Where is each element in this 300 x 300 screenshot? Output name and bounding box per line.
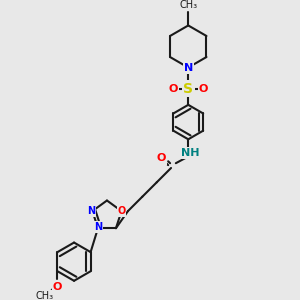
Text: O: O bbox=[53, 281, 62, 292]
Text: O: O bbox=[199, 84, 208, 94]
Text: O: O bbox=[157, 153, 166, 164]
Text: NH: NH bbox=[181, 148, 200, 158]
Text: N: N bbox=[87, 206, 95, 216]
Text: CH₃: CH₃ bbox=[179, 0, 197, 11]
Text: N: N bbox=[184, 62, 193, 73]
Text: N: N bbox=[94, 222, 102, 232]
Text: O: O bbox=[168, 84, 178, 94]
Text: O: O bbox=[117, 206, 126, 216]
Text: CH₃: CH₃ bbox=[35, 291, 53, 300]
Text: S: S bbox=[183, 82, 193, 96]
